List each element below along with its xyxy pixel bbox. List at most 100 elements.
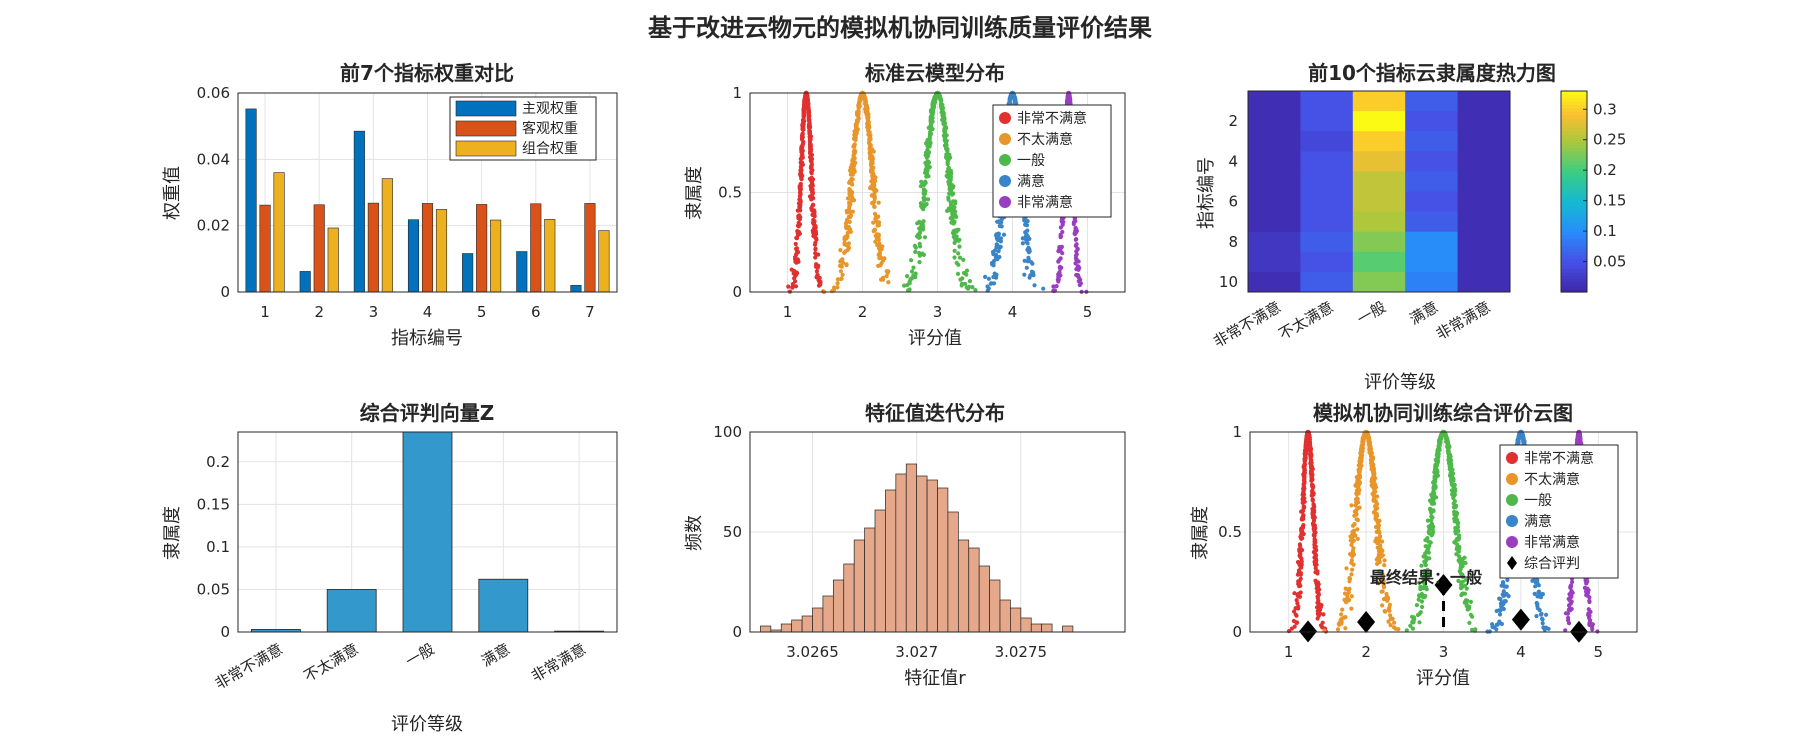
x-tick-label: 1	[260, 303, 270, 321]
cloud-drop	[1371, 471, 1376, 476]
heatmap-cell	[1248, 271, 1301, 293]
x-tick-label: 3.0275	[995, 643, 1048, 661]
cloud-drop	[794, 246, 800, 251]
cloud-drop	[1075, 247, 1080, 252]
bar-3-4	[435, 209, 448, 293]
cloud-drop	[930, 119, 935, 124]
cloud-drop	[948, 168, 954, 173]
cloud-drop	[1341, 615, 1347, 620]
cloud-drop	[881, 258, 886, 263]
panel1-title: 前7个指标权重对比	[340, 61, 514, 85]
cloud-drop	[793, 241, 798, 247]
cloud-drop	[869, 165, 874, 170]
cloud-drop	[1314, 605, 1320, 610]
cloud-drop	[1376, 538, 1381, 543]
hist-bin	[853, 539, 865, 633]
cloud-drop	[909, 258, 914, 263]
legend-label: 满意	[1017, 173, 1045, 190]
cloud-drop	[1310, 473, 1315, 478]
x-tick-label: 非常满意	[1433, 298, 1494, 344]
cloud-drop	[1026, 257, 1031, 262]
heatmap-cell	[1248, 191, 1301, 213]
cloud-drop	[1311, 502, 1316, 507]
cloud-drop	[1308, 447, 1313, 452]
cloud-drop	[958, 277, 963, 282]
cloud-drop	[1310, 466, 1315, 472]
cloud-drop	[1294, 598, 1299, 603]
cloud-drop	[1538, 612, 1544, 617]
cloud-drop	[1380, 603, 1385, 608]
panel2-title: 标准云模型分布	[865, 61, 1005, 85]
cloud-drop	[799, 147, 804, 152]
hist-bin	[760, 625, 772, 633]
cloud-drop	[884, 274, 889, 279]
cloud-drop	[926, 149, 931, 155]
cloud-drop	[832, 285, 837, 290]
bar-2	[326, 589, 377, 633]
cloud-drop	[1375, 545, 1380, 550]
bar-3-6	[544, 219, 556, 293]
y-tick-label: 0.5	[718, 184, 742, 202]
cloud-drop	[1023, 222, 1028, 227]
cloud-drop	[1302, 459, 1307, 464]
cloud-drop	[838, 269, 844, 274]
cloud-drop	[1503, 599, 1508, 604]
cloud-drop	[1001, 232, 1007, 237]
cloud-drops-3	[902, 90, 978, 293]
cloud-drop	[852, 167, 857, 172]
cloud-drop	[922, 198, 927, 203]
hist-bin	[885, 489, 897, 633]
cloud-drop	[1302, 451, 1307, 456]
cloud-drop	[1431, 492, 1436, 497]
cloud-drop	[1377, 530, 1382, 535]
cloud-drop	[877, 241, 882, 246]
y-tick-label: 0.15	[197, 495, 230, 513]
cloud-drop	[1424, 555, 1429, 560]
heatmap-cell	[1352, 191, 1406, 213]
hist-bin	[1030, 623, 1043, 633]
cloud-drop	[1349, 503, 1354, 508]
cloud-drop	[1383, 609, 1388, 614]
cloud-drop	[1022, 272, 1027, 277]
cloud-drop	[1348, 552, 1353, 557]
legend-label: 组合权重	[522, 141, 578, 157]
heatmap-cell	[1405, 191, 1459, 213]
heatmap-cell	[1248, 111, 1301, 132]
cloud-drop	[927, 139, 932, 144]
cloud-drop	[1437, 440, 1442, 445]
cloud-drop	[1356, 500, 1361, 505]
legend-label: 非常不满意	[1017, 110, 1087, 127]
cloud-drop	[835, 285, 840, 290]
bar-2-4	[421, 203, 434, 293]
cloud-drop	[1435, 454, 1440, 459]
cloud-drop	[1449, 463, 1454, 468]
cloud-drop	[851, 198, 857, 203]
hist-bin	[989, 579, 1001, 633]
cloud-drop	[918, 220, 923, 226]
cloud-drop	[818, 281, 823, 286]
cloud-drop	[931, 105, 936, 110]
cloud-drop	[1300, 517, 1305, 522]
heatmap-cell	[1405, 211, 1459, 233]
cloud-drop	[1013, 100, 1018, 105]
cloud-drop	[886, 280, 891, 285]
x-tick-label: 非常不满意	[1210, 298, 1284, 351]
cloud-drop	[1060, 251, 1065, 256]
cloud-drop	[1388, 623, 1393, 628]
x-tick-label: 3	[369, 303, 379, 321]
hist-bin	[895, 473, 907, 633]
panel3-title: 前10个指标云隶属度热力图	[1308, 61, 1556, 85]
cloud-drop	[1422, 595, 1427, 600]
cloud-drop	[876, 214, 881, 219]
cloud-drop	[1537, 594, 1542, 599]
cloud-drop	[800, 131, 805, 136]
cloud-drop	[1460, 560, 1466, 565]
cloud-drop	[942, 129, 947, 135]
cloud-drop	[1300, 531, 1305, 536]
cloud-drop	[807, 124, 813, 129]
y-tick-label: 0	[220, 283, 230, 301]
y-tick-label: 0	[732, 623, 742, 641]
bar-3-2	[327, 227, 339, 293]
bar-1-7	[570, 285, 582, 293]
